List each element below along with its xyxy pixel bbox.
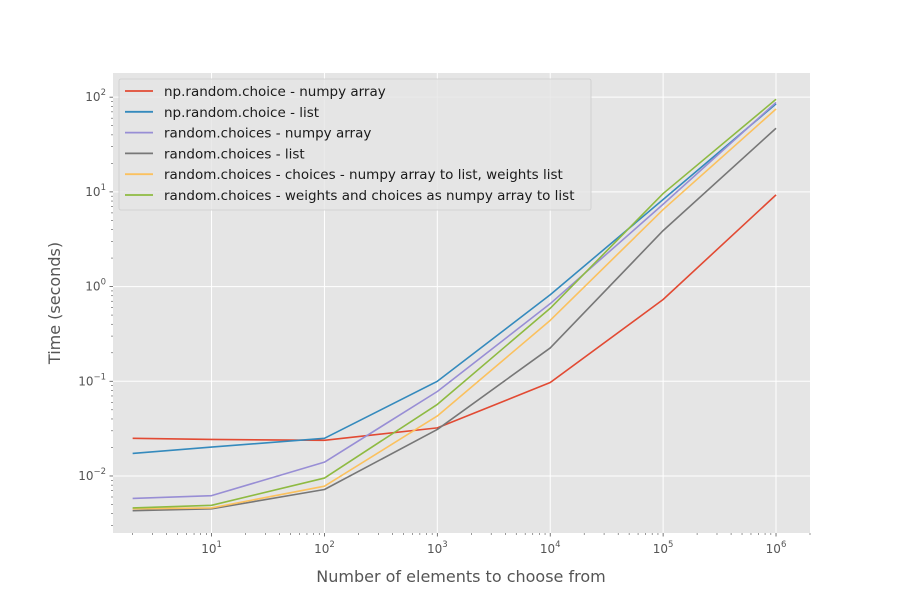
x-tick-label: 101 xyxy=(201,540,222,556)
x-tick-label: 103 xyxy=(427,540,448,556)
series-line-4 xyxy=(132,127,777,512)
series-lines xyxy=(132,98,777,512)
x-axis-label: Number of elements to choose from xyxy=(316,567,605,586)
series-line-1 xyxy=(132,194,777,442)
y-tick-label: 100 xyxy=(85,278,106,294)
minor-ticks xyxy=(111,101,811,535)
x-tick-label: 106 xyxy=(766,540,787,556)
legend-label: random.choices - weights and choices as … xyxy=(164,188,575,204)
x-axis-ticks: 101 102 103 104 105 106 xyxy=(201,533,786,556)
x-tick-label: 104 xyxy=(540,540,561,556)
legend-label: random.choices - list xyxy=(164,146,305,162)
legend-label: np.random.choice - numpy array xyxy=(164,84,386,100)
legend-label: np.random.choice - list xyxy=(164,105,319,121)
x-tick-label: 105 xyxy=(653,540,674,556)
y-axis-ticks: 10−2 10−1 100 101 102 xyxy=(78,88,113,483)
legend-label: random.choices - numpy array xyxy=(164,126,371,142)
series-line-5 xyxy=(132,108,777,510)
y-tick-label: 10−1 xyxy=(78,372,106,388)
series-line-2 xyxy=(132,103,777,455)
series-line-6 xyxy=(132,98,777,509)
legend-box xyxy=(118,78,592,211)
y-tick-label: 10−2 xyxy=(78,467,106,483)
y-tick-label: 101 xyxy=(85,183,106,199)
legend-label: random.choices - choices - numpy array t… xyxy=(164,167,563,183)
series-line-3 xyxy=(132,101,777,500)
y-tick-label: 102 xyxy=(85,88,106,104)
legend: np.random.choice - numpy array np.random.… xyxy=(118,78,592,211)
x-tick-label: 102 xyxy=(314,540,335,556)
y-axis-label: Time (seconds) xyxy=(45,242,64,365)
